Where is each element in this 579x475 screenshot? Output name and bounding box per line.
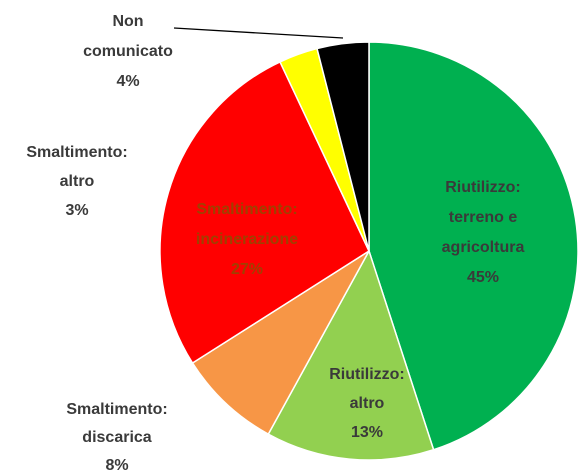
slice-label: Smaltimento:	[196, 201, 297, 218]
pie-slice	[191, 250, 370, 436]
value-label: 27%	[231, 261, 263, 278]
slice-label: discarica	[82, 429, 151, 446]
pie-slice	[316, 41, 370, 252]
slice-label: incinerazione	[196, 231, 298, 248]
slice-label: terreno e	[449, 209, 518, 226]
pie-slice	[267, 249, 435, 461]
leader-line	[173, 27, 344, 39]
value-label: 8%	[105, 457, 128, 474]
slice-label: Smaltimento:	[66, 401, 167, 418]
slice-label: comunicato	[83, 43, 173, 60]
pie-slice	[368, 41, 579, 451]
slice-label: agricoltura	[442, 239, 525, 256]
slice-label: altro	[60, 173, 95, 190]
slice-label: Smaltimento:	[26, 144, 127, 161]
pie-slice	[159, 60, 370, 365]
value-label: 45%	[467, 269, 499, 286]
slice-label: altro	[350, 395, 385, 412]
value-label: 3%	[65, 202, 88, 219]
value-label: 13%	[351, 424, 383, 441]
slice-label: Riutilizzo:	[445, 179, 521, 196]
slice-label: Non	[112, 13, 143, 30]
slice-label: Riutilizzo:	[329, 366, 405, 383]
value-label: 4%	[116, 73, 139, 90]
